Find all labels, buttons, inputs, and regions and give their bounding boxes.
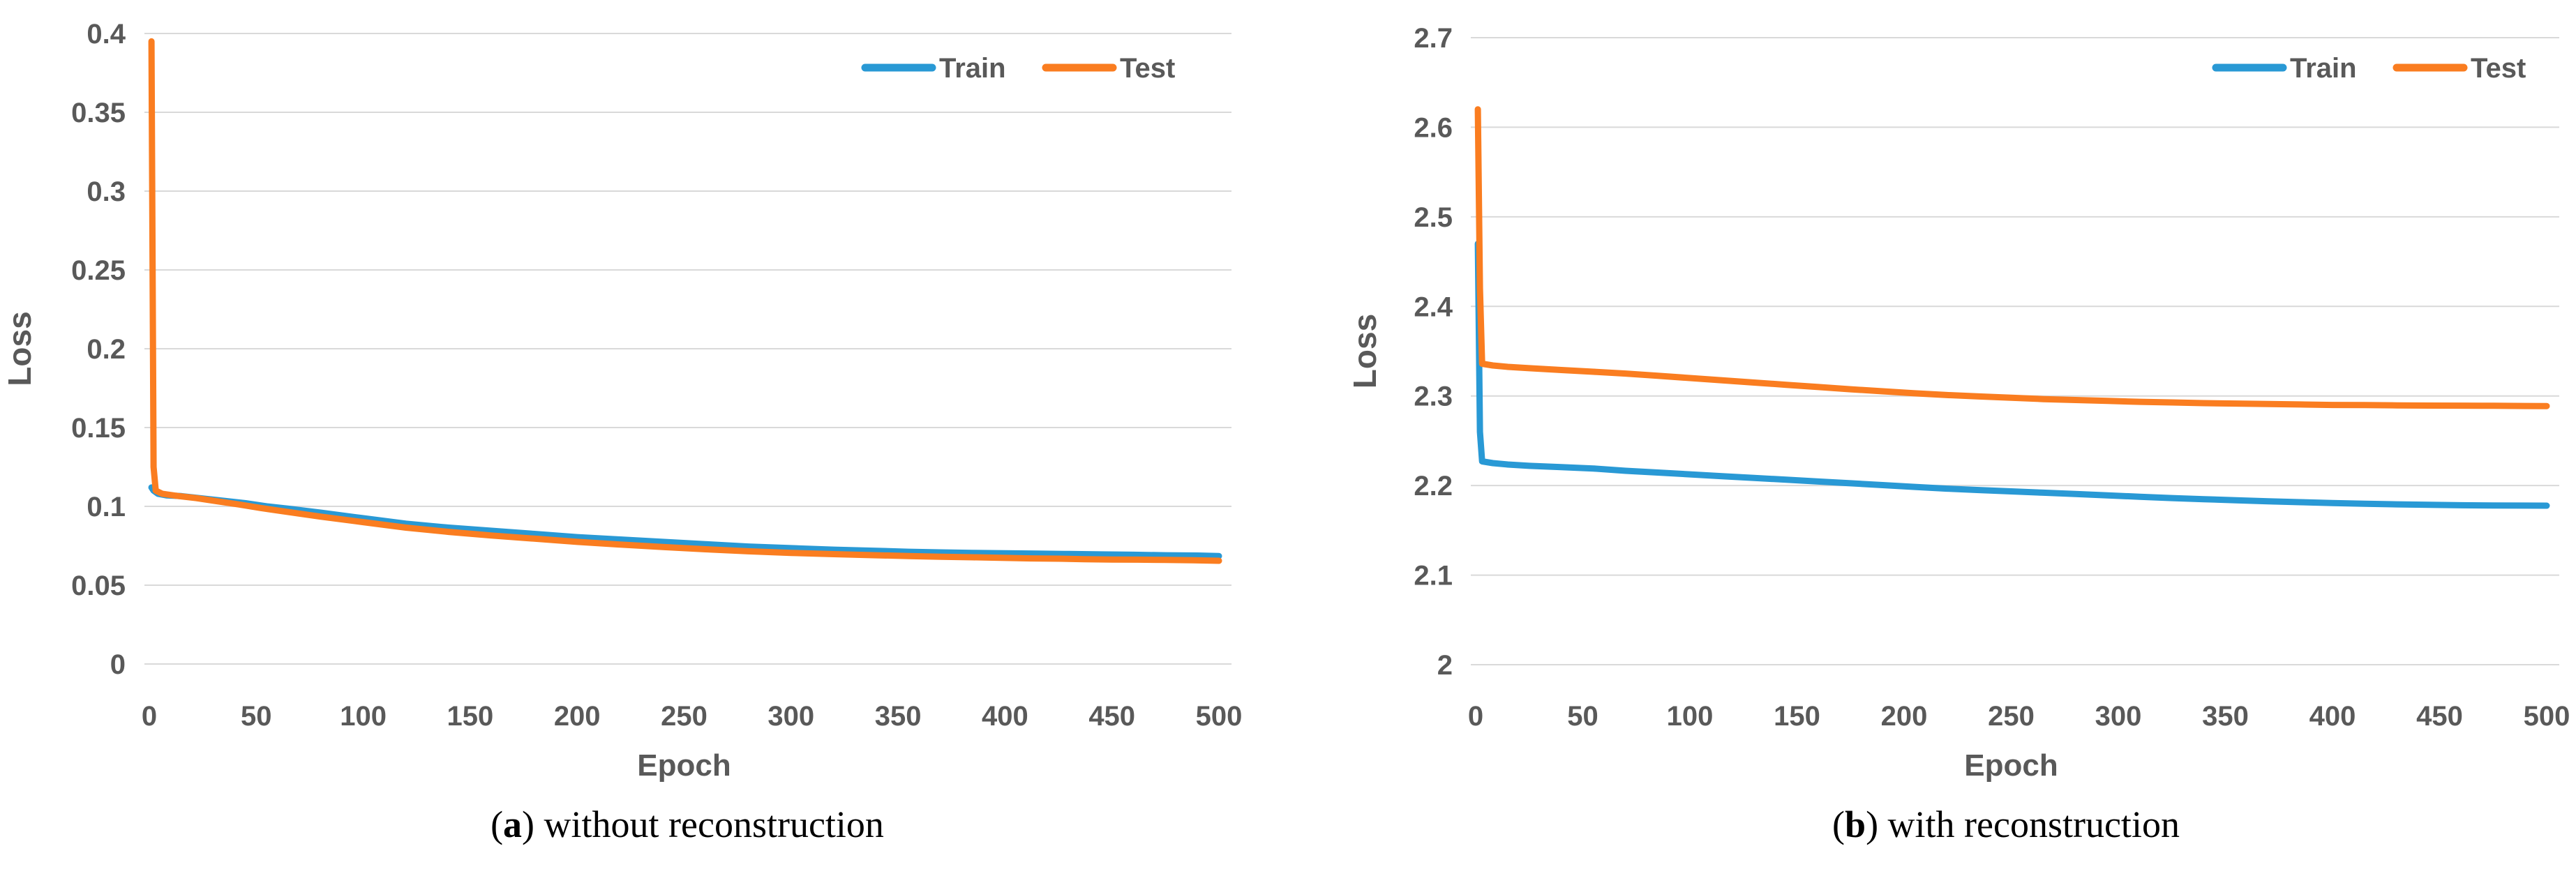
x-tick-label: 50 [241, 701, 272, 732]
y-tick-label: 0.4 [87, 19, 126, 50]
caption-a: (a) without reconstruction [129, 802, 1245, 847]
caption-b-open: ( [1832, 803, 1845, 845]
x-tick-label: 450 [1088, 701, 1135, 732]
legend-label-test: Test [2471, 53, 2526, 84]
y-tick-label: 0.25 [71, 255, 126, 286]
x-tick-label: 300 [2095, 701, 2142, 732]
x-tick-label: 250 [661, 701, 707, 732]
x-axis-label: Epoch [637, 748, 731, 783]
x-tick-label: 400 [2309, 701, 2356, 732]
caption-b-close: ) [1866, 803, 1879, 845]
caption-b-letter: b [1845, 803, 1866, 845]
x-tick-label: 100 [1667, 701, 1714, 732]
series-line-train [1474, 240, 2550, 509]
x-tick-label: 50 [1567, 701, 1598, 732]
x-tick-label: 500 [1196, 701, 1243, 732]
series-line-test [1474, 106, 2550, 409]
x-tick-label: 350 [2202, 701, 2249, 732]
caption-b: (b) with reconstruction [1448, 802, 2564, 847]
y-tick-label: 2.7 [1414, 23, 1453, 54]
y-axis-label: Loss [1347, 314, 1383, 388]
x-tick-label: 200 [1881, 701, 1928, 732]
x-tick-label: 150 [1774, 701, 1820, 732]
y-tick-label: 2.5 [1414, 202, 1453, 233]
x-tick-label: 200 [554, 701, 601, 732]
y-tick-label: 0.35 [71, 98, 126, 128]
x-tick-label: 350 [875, 701, 922, 732]
series-line-test [148, 38, 1222, 564]
x-tick-label: 450 [2416, 701, 2463, 732]
y-tick-label: 0.3 [87, 176, 126, 207]
y-tick-label: 2 [1437, 650, 1453, 681]
x-tick-label: 500 [2524, 701, 2570, 732]
caption-a-close: ) [522, 803, 535, 845]
y-tick-label: 0.05 [71, 571, 126, 601]
y-tick-label: 2.1 [1414, 561, 1453, 591]
x-axis-label: Epoch [1964, 748, 2058, 783]
caption-a-letter: a [503, 803, 523, 845]
x-tick-label: 250 [1988, 701, 2035, 732]
x-tick-label: 0 [142, 701, 157, 732]
y-axis-label: Loss [1, 311, 38, 386]
y-tick-label: 0.1 [87, 492, 126, 522]
x-tick-label: 150 [447, 701, 494, 732]
caption-b-text: with reconstruction [1878, 803, 2180, 845]
legend-label-train: Train [939, 53, 1006, 84]
legend-label-test: Test [1120, 53, 1175, 84]
x-tick-label: 0 [1468, 701, 1483, 732]
x-tick-label: 400 [982, 701, 1028, 732]
x-tick-label: 300 [767, 701, 814, 732]
y-tick-label: 0 [110, 649, 126, 680]
y-tick-label: 2.3 [1414, 382, 1453, 412]
y-tick-label: 0.2 [87, 334, 126, 365]
y-tick-label: 2.4 [1414, 292, 1453, 322]
y-tick-label: 2.2 [1414, 471, 1453, 501]
caption-a-open: ( [491, 803, 504, 845]
y-tick-label: 0.15 [71, 413, 126, 444]
legend-label-train: Train [2290, 53, 2357, 84]
x-tick-label: 100 [340, 701, 387, 732]
y-tick-label: 2.6 [1414, 112, 1453, 143]
caption-a-text: without reconstruction [534, 803, 884, 845]
